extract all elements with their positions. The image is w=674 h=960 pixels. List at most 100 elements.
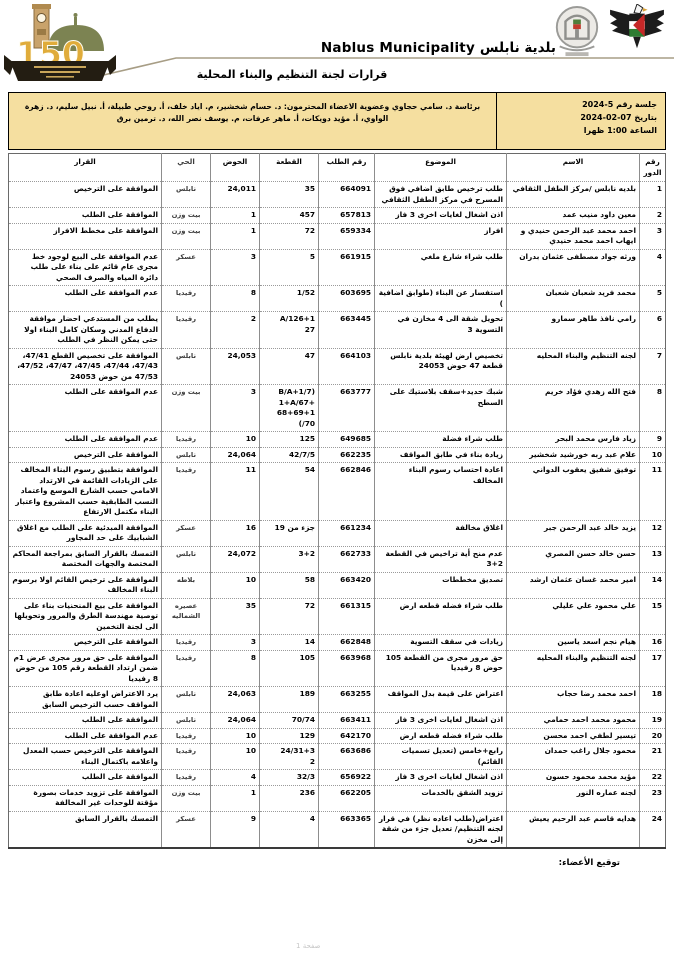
cell-subject: اذن اشغال لغايات اخرى 3 فاز <box>374 712 507 729</box>
cell-decision: الموافقة على الترخيص حسب المعدل واعلامه … <box>8 743 162 770</box>
cell-num: 8 <box>639 384 666 432</box>
decisions-table: رقم الدور الاسم الموضوع رقم الطلب القطعة الحو… <box>8 153 666 849</box>
cell-name: حسن خالد حسن المصري <box>506 546 640 573</box>
cell-name: علام عبد ربه خورشيد شخشير <box>506 447 640 463</box>
cell-name: مؤيد محمد محمود حسون <box>506 769 640 786</box>
session-details: جلسة رقم 5-2024 بتاريخ 07-02-2024 الساعة… <box>496 93 665 149</box>
table-row: 5 محمد فريد شعبان شعبان استفسار عن البناء … <box>8 285 666 312</box>
nablus-150-anniversary-logo-icon: 150 <box>4 4 116 81</box>
cell-subject: زيادة بناء في طابق المواقف <box>374 447 507 463</box>
cell-num: 3 <box>639 223 666 250</box>
table-row: 21 محمود جلال راغب حمدان رابع+خامس (تعديل … <box>8 743 666 770</box>
cell-basin: 16 <box>210 520 260 547</box>
cell-name: لجنه عماره النور <box>506 785 640 812</box>
cell-parcel: 189 <box>259 686 319 713</box>
cell-num: 10 <box>639 447 666 463</box>
cell-decision: يرد الاعتراض اوعليه اعادة طابق المواقف ح… <box>8 686 162 713</box>
table-row: 20 تيسير لطفي احمد محسن طلب شراء فضله قطعه… <box>8 728 666 744</box>
cell-district: عسكر <box>161 811 211 849</box>
table-row: 13 حسن خالد حسن المصري عدم منح أية تراخيص … <box>8 546 666 573</box>
cell-district: رفيديا <box>161 462 211 521</box>
column-header-request: رقم الطلب <box>318 153 375 182</box>
cell-request: 663255 <box>318 686 375 713</box>
cell-subject: اذن اشغال لغايات اخرى 3 فاز <box>374 207 507 224</box>
cell-parcel: جزء من 19 <box>259 520 319 547</box>
cell-subject: طلب شراء فضله قطعه ارض <box>374 728 507 744</box>
cell-decision: عدم الموافقة على الطلب <box>8 384 162 432</box>
cell-num: 6 <box>639 311 666 349</box>
cell-subject: اعادة احتساب رسوم البناء المخالف <box>374 462 507 521</box>
municipality-brand: Nablus Municipality بلدية نابلس <box>321 40 556 56</box>
cell-district: رفيديا <box>161 285 211 312</box>
cell-name: تيسير لطفي احمد محسن <box>506 728 640 744</box>
cell-district: نابلس <box>161 546 211 573</box>
cell-num: 13 <box>639 546 666 573</box>
cell-basin: 3 <box>210 634 260 651</box>
cell-basin: 4 <box>210 769 260 786</box>
cell-parcel: B/A+1/7) 1+A/67+ 68+69+1 (/70 <box>259 384 319 432</box>
table-row: 3 احمد محمد عبد الرحمن حنيدي و ايهاب احمد… <box>8 223 666 250</box>
cell-decision: عدم الموافقة على الطلب <box>8 431 162 448</box>
cell-decision: الموافقة على الترخيص <box>8 447 162 463</box>
page-header: 150 Nablus Municipality بلدية نابلس <box>0 0 674 92</box>
page-title: قرارات لجنة التنظيم والبناء المحلية <box>196 68 388 81</box>
cell-request: 663411 <box>318 712 375 729</box>
cell-parcel: 70/74 <box>259 712 319 729</box>
cell-decision: الموافقة على بيع المنحنيات بناء على توصي… <box>8 598 162 635</box>
cell-decision: الموافقة على الطلب <box>8 712 162 729</box>
table-row: 12 يزيد خالد عبد الرحمن جبر اغلاق مخالفة 66… <box>8 520 666 547</box>
cell-num: 23 <box>639 785 666 812</box>
cell-request: 661315 <box>318 598 375 635</box>
cell-basin: 8 <box>210 285 260 312</box>
cell-request: 642170 <box>318 728 375 744</box>
column-header-parcel: القطعة <box>259 153 319 182</box>
cell-num: 7 <box>639 348 666 385</box>
cell-district: رفيديا <box>161 311 211 349</box>
cell-subject: طلب شراء فضله قطعه ارض <box>374 598 507 635</box>
cell-name: احمد محمد عبد الرحمن حنيدي و ايهاب احمد … <box>506 223 640 250</box>
cell-num: 11 <box>639 462 666 521</box>
header-emblems <box>552 4 666 60</box>
cell-parcel: 236 <box>259 785 319 812</box>
cell-request: 663445 <box>318 311 375 349</box>
cell-request: 664091 <box>318 181 375 208</box>
palestine-eagle-emblem-icon <box>610 4 664 49</box>
column-header-district: الحي <box>161 153 211 182</box>
cell-decision: الموافقة على تزويد خدمات بصورة مؤقتة للو… <box>8 785 162 812</box>
table-row: 24 هدايه قاسم عبد الرحيم يعيش اعتراض(طلب ا… <box>8 811 666 849</box>
cell-district: بيت وزن <box>161 207 211 224</box>
table-row: 22 مؤيد محمد محمود حسون اذن اشغال لغايات ا… <box>8 769 666 786</box>
cell-num: 18 <box>639 686 666 713</box>
cell-name: معين داود منيب عمد <box>506 207 640 224</box>
cell-decision: الموافقة بتطبيق رسوم البناء المخالف على … <box>8 462 162 521</box>
cell-subject: رابع+خامس (تعديل تسميات القائم) <box>374 743 507 770</box>
cell-subject: اعتراض(طلب اعاده نظر) في قرار لجنه التنظ… <box>374 811 507 849</box>
cell-parcel: 72 <box>259 598 319 635</box>
cell-name: محمود جلال راغب حمدان <box>506 743 640 770</box>
cell-basin: 3 <box>210 249 260 286</box>
cell-district: بيت وزن <box>161 785 211 812</box>
cell-decision: الموافقة على ترخيص القائم اولا برسوم الب… <box>8 572 162 599</box>
cell-basin: 1 <box>210 223 260 250</box>
cell-district: نابلس <box>161 686 211 713</box>
cell-district: رفيديا <box>161 634 211 651</box>
cell-subject: عدم منح أية تراخيص في القطعة 2+3 <box>374 546 507 573</box>
cell-basin: 11 <box>210 462 260 521</box>
cell-request: 657813 <box>318 207 375 224</box>
table-row: 11 توفيق شفيق يعقوب الدواني اعادة احتساب ر… <box>8 462 666 521</box>
cell-decision: الموافقة على الترخيص <box>8 634 162 651</box>
cell-name: يزيد خالد عبد الرحمن جبر <box>506 520 640 547</box>
cell-parcel: 54 <box>259 462 319 521</box>
cell-request: 659334 <box>318 223 375 250</box>
cell-decision: عدم الموافقة على الطلب <box>8 728 162 744</box>
session-date: بتاريخ 07-02-2024 <box>580 113 657 122</box>
cell-parcel: 24/31+3 2 <box>259 743 319 770</box>
municipality-name-en: Nablus Municipality <box>320 40 475 56</box>
cell-decision: عدم الموافقة على البيع لوجود خط مجرى عام… <box>8 249 162 286</box>
cell-subject: اغلاق مخالفة <box>374 520 507 547</box>
session-number: جلسة رقم 5-2024 <box>582 100 657 109</box>
cell-name: لجنه التنظيم والبناء المحليه <box>506 348 640 385</box>
cell-num: 15 <box>639 598 666 635</box>
cell-district: نابلس <box>161 181 211 208</box>
cell-district: عسكر <box>161 520 211 547</box>
